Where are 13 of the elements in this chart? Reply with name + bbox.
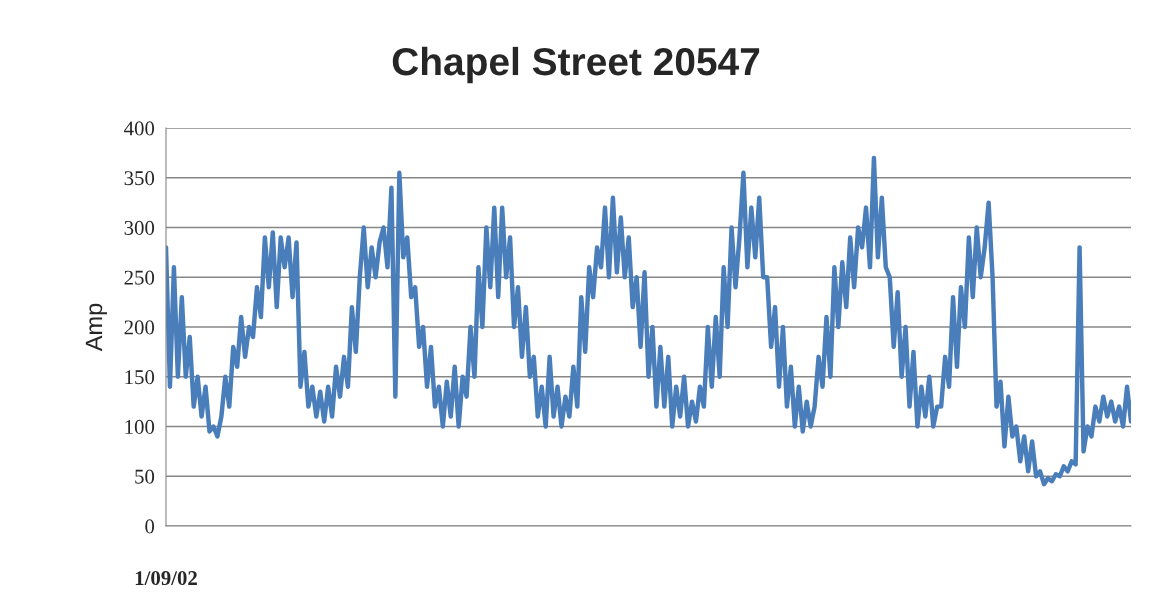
y-tick-label: 200 — [124, 320, 155, 335]
y-tick-label: 350 — [124, 171, 155, 186]
y-tick-label: 300 — [124, 220, 155, 235]
y-axis-title: Amp — [85, 303, 107, 352]
y-tick-label: 100 — [125, 419, 155, 434]
y-tick-label: 0 — [145, 519, 155, 534]
y-tick-label: 150 — [125, 370, 155, 385]
y-tick-label: 400 — [124, 121, 155, 136]
y-tick-label: 250 — [124, 270, 155, 285]
x-tick-label: 1/09/02 — [135, 571, 197, 586]
chart-title: Chapel Street 20547 — [392, 46, 760, 84]
y-tick-label: 50 — [135, 469, 155, 484]
line-series — [166, 155, 1131, 487]
